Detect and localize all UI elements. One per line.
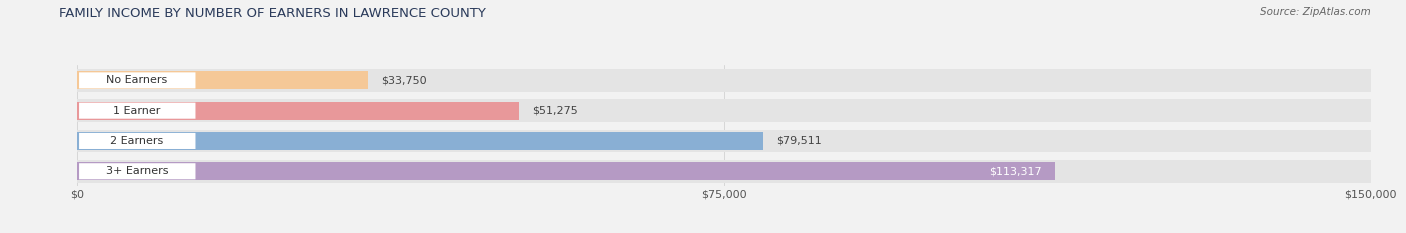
Bar (77, 162, 1054, 180)
Bar (77, 71, 368, 89)
Text: 2 Earners: 2 Earners (110, 136, 163, 146)
FancyBboxPatch shape (79, 103, 195, 119)
Bar (77, 102, 519, 120)
Bar (77, 132, 763, 150)
Text: $33,750: $33,750 (381, 75, 427, 85)
Text: No Earners: No Earners (107, 75, 167, 85)
Bar (77, 69, 1371, 92)
Bar (77, 99, 1371, 122)
Bar (77, 130, 1371, 152)
Text: $113,317: $113,317 (988, 166, 1042, 176)
Text: $51,275: $51,275 (533, 106, 578, 116)
Text: 3+ Earners: 3+ Earners (105, 166, 169, 176)
Text: FAMILY INCOME BY NUMBER OF EARNERS IN LAWRENCE COUNTY: FAMILY INCOME BY NUMBER OF EARNERS IN LA… (59, 7, 486, 20)
Bar (77, 160, 1371, 183)
Text: 1 Earner: 1 Earner (112, 106, 160, 116)
FancyBboxPatch shape (79, 72, 195, 88)
Text: $79,511: $79,511 (776, 136, 821, 146)
Text: Source: ZipAtlas.com: Source: ZipAtlas.com (1260, 7, 1371, 17)
FancyBboxPatch shape (79, 163, 195, 179)
FancyBboxPatch shape (79, 133, 195, 149)
